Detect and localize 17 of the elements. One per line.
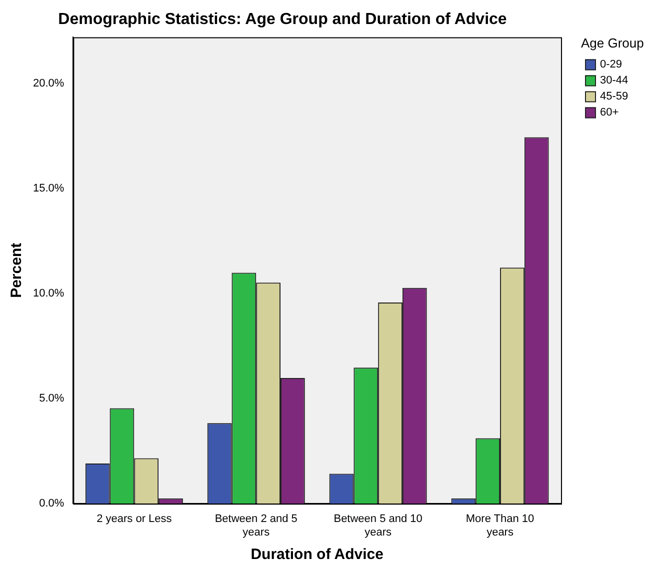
legend-label: 45-59	[600, 90, 628, 103]
y-tick-label: 5.0%	[39, 392, 64, 405]
y-tick-label: 0.0%	[39, 498, 64, 510]
legend-label: 60+	[600, 106, 619, 119]
x-tick-label: Between 2 and 5 years	[214, 513, 298, 538]
y-tick-label: 10.0%	[32, 288, 64, 300]
x-tick-label: Between 5 and 10 years	[334, 513, 422, 538]
legend-title: Age Group	[581, 35, 644, 50]
legend-label: 30-44	[600, 74, 628, 87]
x-tick-label: 2 years or Less	[96, 513, 172, 526]
legend-label: 0-29	[600, 58, 622, 71]
y-axis-title: Percent	[8, 242, 26, 298]
x-axis-title: Duration of Advice	[250, 546, 384, 564]
chart-title: Demographic Statistics: Age Group and Duration of Advice	[58, 11, 507, 28]
y-tick-label: 20.0%	[32, 77, 64, 90]
y-tick-label: 15.0%	[32, 182, 64, 194]
x-tick-label: More Than 10 years	[466, 513, 534, 538]
